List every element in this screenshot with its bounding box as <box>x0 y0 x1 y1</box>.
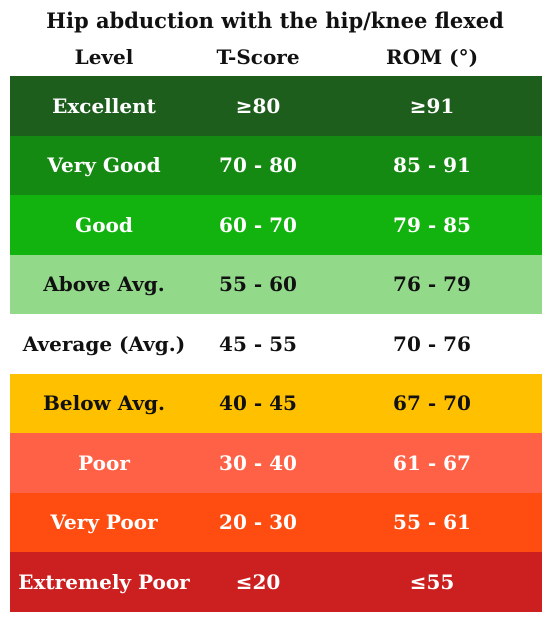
rom-cell: 76 - 79 <box>393 272 471 297</box>
table-row: Extremely Poor ≤20 ≤55 <box>10 552 542 612</box>
level-cell: Average (Avg.) <box>22 331 186 356</box>
level-cell: Excellent <box>52 93 156 118</box>
page-title: Hip abduction with the hip/knee flexed <box>46 8 504 33</box>
level-cell: Extremely Poor <box>18 569 190 594</box>
tscore-cell: 45 - 55 <box>219 331 297 356</box>
table-row: Below Avg. 40 - 45 67 - 70 <box>10 373 542 433</box>
rom-cell: 67 - 70 <box>393 391 471 416</box>
rom-cell: ≥91 <box>409 93 455 118</box>
tscore-cell: ≤20 <box>235 569 281 594</box>
rom-cell: 79 - 85 <box>393 212 471 237</box>
table-row: Poor 30 - 40 61 - 67 <box>10 433 542 493</box>
header-rom: ROM (°) <box>385 45 479 69</box>
norms-table: Excellent ≥80 ≥91 Very Good 70 - 80 85 -… <box>10 76 542 612</box>
table-row: Good 60 - 70 79 - 85 <box>10 195 542 255</box>
table-row: Above Avg. 55 - 60 76 - 79 <box>10 254 542 314</box>
tscore-cell: 60 - 70 <box>219 212 297 237</box>
tscore-cell: 30 - 40 <box>219 450 297 475</box>
level-cell: Very Poor <box>50 510 158 535</box>
tscore-cell: 55 - 60 <box>219 272 297 297</box>
table-row: Average (Avg.) 45 - 55 70 - 76 <box>10 314 542 374</box>
tscore-cell: 70 - 80 <box>219 153 297 178</box>
level-cell: Poor <box>78 450 130 475</box>
rom-cell: 61 - 67 <box>393 450 471 475</box>
level-cell: Good <box>75 212 133 237</box>
level-cell: Below Avg. <box>42 391 166 416</box>
table-row: Excellent ≥80 ≥91 <box>10 76 542 136</box>
table-header: Level T-Score ROM (°) <box>0 45 550 75</box>
tscore-cell: 40 - 45 <box>219 391 297 416</box>
header-tscore: T-Score <box>216 45 300 69</box>
header-level: Level <box>74 45 134 69</box>
rom-cell: 70 - 76 <box>393 331 471 356</box>
table-row: Very Good 70 - 80 85 - 91 <box>10 135 542 195</box>
level-cell: Above Avg. <box>43 272 165 297</box>
level-cell: Very Good <box>47 153 161 178</box>
rom-cell: 55 - 61 <box>393 510 471 535</box>
tscore-cell: 20 - 30 <box>219 510 297 535</box>
table-row: Very Poor 20 - 30 55 - 61 <box>10 492 542 552</box>
tscore-cell: ≥80 <box>235 93 281 118</box>
rom-cell: ≤55 <box>409 569 455 594</box>
rom-cell: 85 - 91 <box>393 153 471 178</box>
